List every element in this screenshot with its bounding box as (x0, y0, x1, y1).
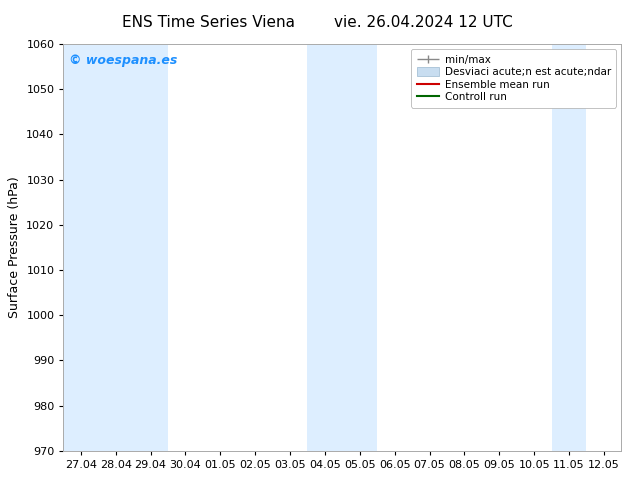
Y-axis label: Surface Pressure (hPa): Surface Pressure (hPa) (8, 176, 21, 318)
Bar (307, 44, 342, 451)
Text: ENS Time Series Viena        vie. 26.04.2024 12 UTC: ENS Time Series Viena vie. 26.04.2024 12… (122, 15, 512, 30)
Bar (342, 44, 377, 451)
Bar (98, 44, 133, 451)
Legend: min/max, Desviaci acute;n est acute;ndar, Ensemble mean run, Controll run: min/max, Desviaci acute;n est acute;ndar… (411, 49, 616, 107)
Bar (133, 44, 168, 451)
Bar (552, 44, 586, 451)
Bar (63, 44, 98, 451)
Text: © woespana.es: © woespana.es (69, 54, 178, 67)
